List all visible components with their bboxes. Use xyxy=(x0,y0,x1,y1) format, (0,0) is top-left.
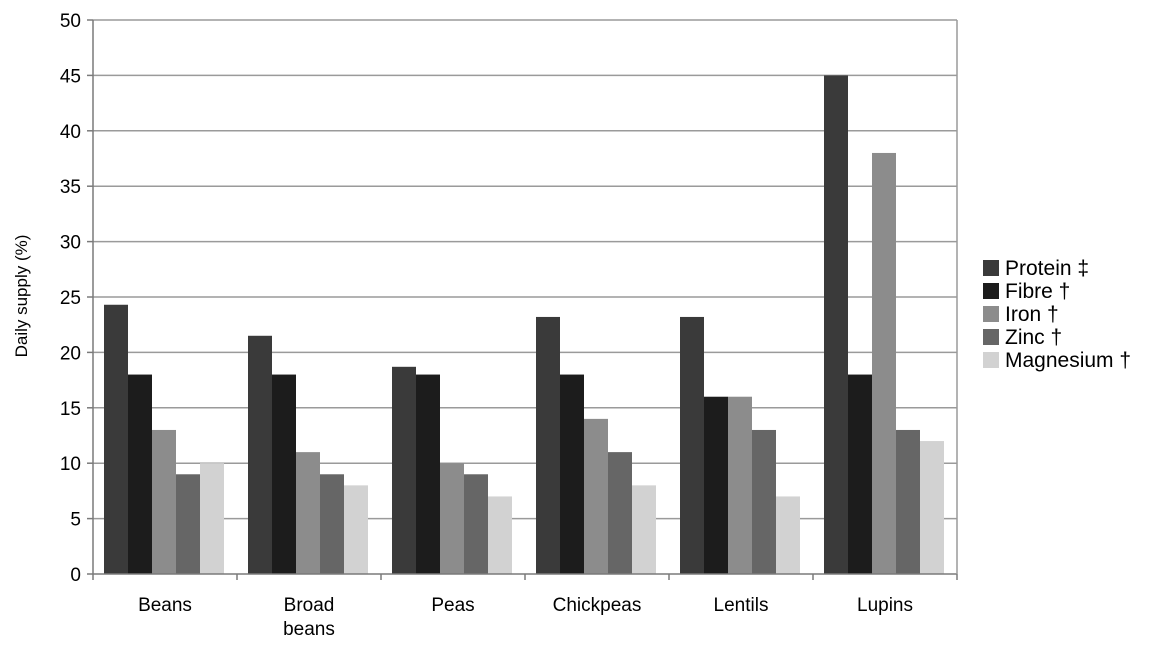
bar xyxy=(848,374,872,574)
bar xyxy=(152,429,176,574)
bar xyxy=(776,496,800,574)
bar xyxy=(872,152,896,574)
bar xyxy=(704,396,728,574)
bar xyxy=(176,474,200,574)
bar xyxy=(536,316,560,574)
bar xyxy=(632,485,656,574)
bar xyxy=(464,474,488,574)
y-tick-label: 50 xyxy=(60,11,81,32)
y-tick-label: 25 xyxy=(60,288,81,309)
legend: Protein ‡Fibre †Iron †Zinc †Magnesium † xyxy=(983,257,1131,372)
legend-label: Magnesium † xyxy=(1005,349,1131,372)
y-tick-label: 40 xyxy=(60,122,81,143)
bar xyxy=(608,452,632,574)
legend-label: Protein ‡ xyxy=(1005,257,1089,280)
bar xyxy=(248,335,272,574)
bar xyxy=(920,441,944,574)
y-tick-labels: 0 5 10 15 20 25 30 35 40 45 50 xyxy=(60,11,81,586)
legend-swatch xyxy=(983,283,999,299)
axes xyxy=(87,19,958,580)
bar xyxy=(488,496,512,574)
legend-swatch xyxy=(983,306,999,322)
bar xyxy=(560,374,584,574)
y-tick-label: 5 xyxy=(70,510,81,531)
y-tick-label: 35 xyxy=(60,177,81,198)
x-category-label: Lentils xyxy=(714,595,769,616)
x-category-label: Beans xyxy=(138,595,192,616)
y-tick-label: 30 xyxy=(60,233,81,254)
y-tick-label: 15 xyxy=(60,399,81,420)
x-category-label: Broad beans xyxy=(283,595,335,640)
legend-swatch xyxy=(983,260,999,276)
y-tick-label: 45 xyxy=(60,66,81,87)
legend-label: Fibre † xyxy=(1005,280,1070,303)
bar xyxy=(200,463,224,574)
x-category-labels: Beans Broad beans Peas Chickpeas Lentils Lupin… xyxy=(138,595,913,640)
x-category-label: Lupins xyxy=(857,595,913,616)
bar xyxy=(752,429,776,574)
bar xyxy=(416,374,440,574)
bar xyxy=(320,474,344,574)
bar xyxy=(680,316,704,574)
legend-label: Iron † xyxy=(1005,303,1059,326)
x-category-label: Peas xyxy=(431,595,474,616)
bars xyxy=(104,75,944,575)
y-tick-label: 10 xyxy=(60,454,81,475)
y-axis-title: Daily supply (%) xyxy=(12,235,31,358)
bar xyxy=(824,75,848,575)
gridlines xyxy=(93,19,957,520)
bar xyxy=(584,418,608,574)
legend-swatch xyxy=(983,352,999,368)
x-category-label: Chickpeas xyxy=(553,595,642,616)
bar xyxy=(440,463,464,574)
y-tick-label: 20 xyxy=(60,343,81,364)
bar xyxy=(104,304,128,574)
bar xyxy=(392,366,416,574)
bar xyxy=(128,374,152,574)
legend-label: Zinc † xyxy=(1005,326,1062,349)
bar xyxy=(272,374,296,574)
bar xyxy=(296,452,320,574)
bar xyxy=(344,485,368,574)
bar xyxy=(896,429,920,574)
legend-swatch xyxy=(983,329,999,345)
y-tick-label: 0 xyxy=(70,565,81,586)
bar xyxy=(728,396,752,574)
